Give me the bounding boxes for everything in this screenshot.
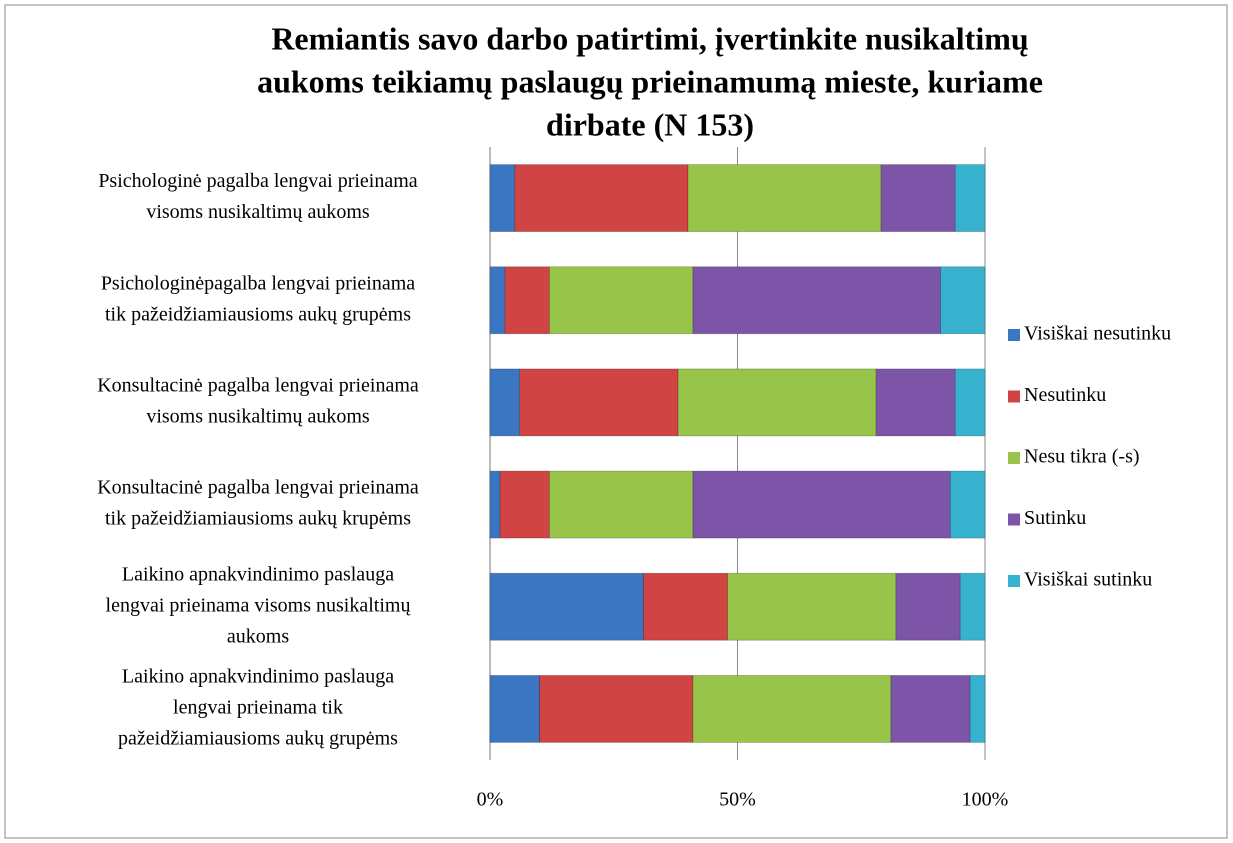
y-tick-label: lengvai prieinama visoms nusikaltimų [106, 594, 412, 616]
chart-title: dirbate (N 153) [546, 106, 754, 142]
bar-segment [687, 164, 882, 232]
x-tick-label: 50% [719, 789, 756, 811]
legend-swatch [1008, 452, 1020, 464]
bar-segment [549, 470, 694, 539]
bar-segment [677, 368, 877, 437]
bar-segment [539, 675, 694, 743]
bar-segment [514, 164, 689, 232]
bar-segment [643, 572, 729, 641]
bar-segment [949, 470, 986, 539]
y-tick-label: tik pažeidžiamiausioms aukų krupėms [105, 508, 411, 530]
bar-segment [504, 266, 550, 335]
bar-segment [499, 470, 550, 539]
y-tick-label: aukoms [227, 625, 289, 647]
y-tick-label: visoms nusikaltimų aukoms [146, 201, 370, 223]
y-tick-label: Psichologinė pagalba lengvai prieinama [98, 170, 417, 192]
bar-segment [692, 266, 941, 335]
y-tick-label: Konsultacinė pagalba lengvai prieinama [97, 375, 419, 397]
bar-segment [489, 572, 644, 641]
bar-segment [880, 164, 956, 232]
y-tick-label: visoms nusikaltimų aukoms [146, 406, 370, 428]
bar-segment [969, 675, 986, 743]
bar-segment [727, 572, 897, 641]
bar-segment [692, 470, 951, 539]
y-tick-label: Laikino apnakvindinimo paslauga [122, 563, 394, 585]
bar-segment [489, 266, 506, 335]
legend-label: Visiškai sutinku [1024, 569, 1152, 591]
y-tick-label: lengvai prieinama tik [173, 697, 343, 719]
legend-swatch [1008, 513, 1020, 526]
legend-label: Nesutinku [1024, 384, 1106, 406]
y-tick-label: Konsultacinė pagalba lengvai prieinama [97, 477, 419, 499]
bar-segment [489, 368, 521, 437]
bar-segment [692, 675, 892, 743]
bar-segment [489, 164, 516, 232]
bar-segment [940, 266, 986, 335]
bar-segment [954, 164, 986, 232]
bar-segment [549, 266, 694, 335]
bar-segment [954, 368, 986, 437]
chart-title: Remiantis savo darbo patirtimi, įvertink… [271, 20, 1028, 56]
bar-segment [890, 675, 971, 743]
x-tick-label: 0% [477, 789, 504, 811]
bar-segment [959, 572, 986, 641]
y-tick-label: Psichologinėpagalba lengvai prieinama [101, 272, 415, 294]
y-tick-label: Laikino apnakvindinimo paslauga [122, 666, 394, 688]
bar-segment [489, 675, 540, 743]
legend-swatch [1008, 575, 1020, 587]
y-tick-label: tik pažeidžiamiausioms aukų grupėms [105, 303, 411, 325]
legend-label: Sutinku [1024, 507, 1086, 529]
bar-segment [519, 368, 679, 437]
legend-swatch [1008, 390, 1020, 403]
legend-label: Visiškai nesutinku [1024, 323, 1171, 345]
y-tick-label: pažeidžiamiausioms aukų grupėms [118, 728, 398, 750]
x-tick-label: 100% [962, 789, 1009, 811]
chart-title: aukoms teikiamų paslaugų prieinamumą mie… [257, 63, 1043, 99]
legend-swatch [1008, 329, 1020, 341]
bar-segment [489, 470, 501, 539]
bar-segment [875, 368, 956, 437]
bar-segment [895, 572, 961, 641]
legend-label: Nesu tikra (-s) [1024, 446, 1140, 468]
